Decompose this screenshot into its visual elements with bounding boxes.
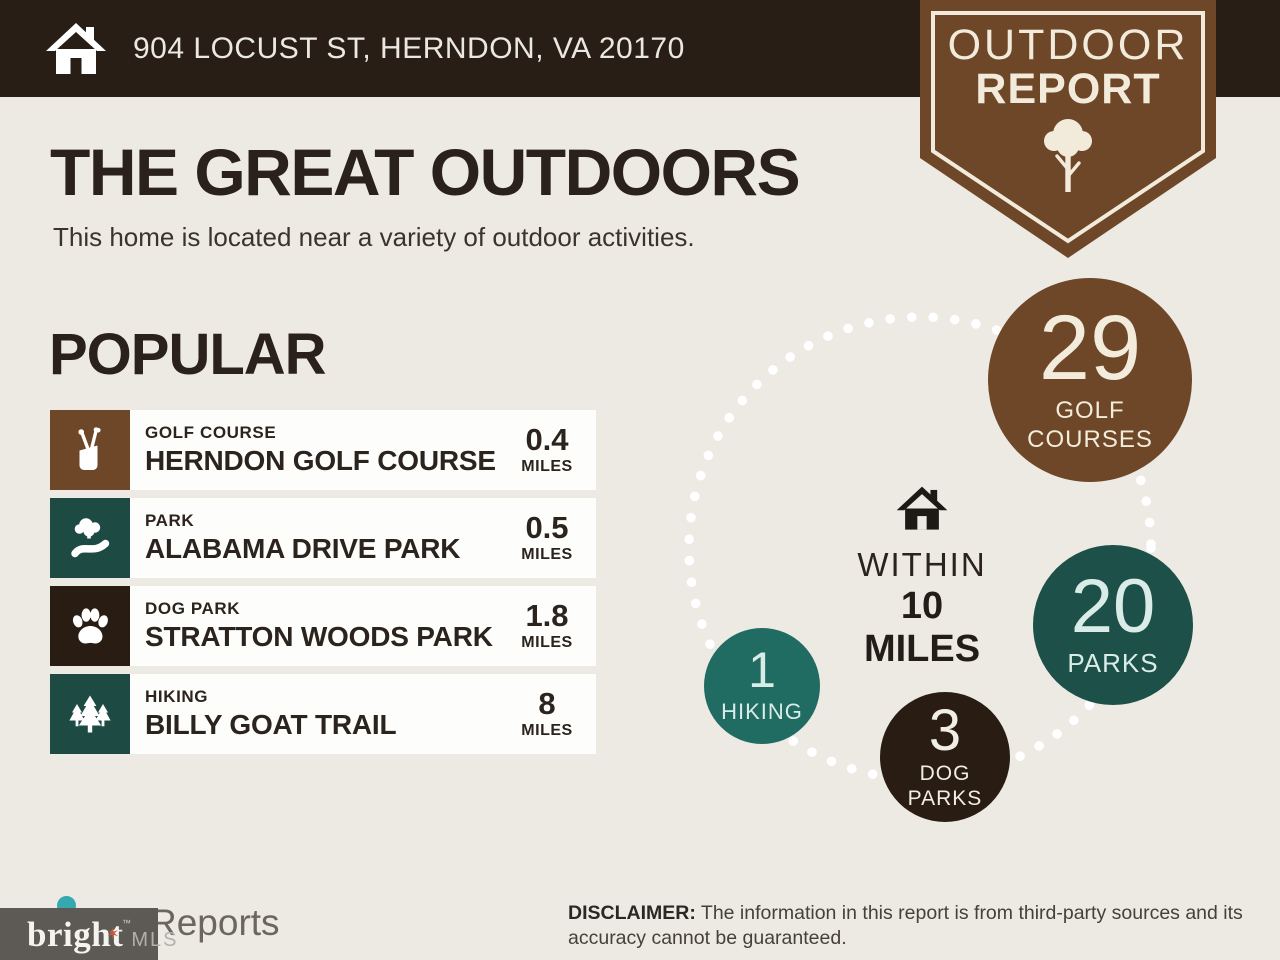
hiking-count: 1 (748, 641, 776, 698)
item-distance-unit: MILES (521, 634, 573, 651)
item-distance-unit: MILES (521, 458, 573, 475)
item-name: HERNDON GOLF COURSE (145, 445, 496, 476)
house-icon (896, 486, 948, 530)
disclaimer-text: DISCLAIMER: The information in this repo… (568, 902, 1243, 950)
item-distance: 8 (538, 686, 556, 721)
tree-icon (1044, 119, 1092, 192)
item-name: ALABAMA DRIVE PARK (145, 533, 461, 564)
reports-wordmark: Reports (150, 902, 280, 943)
badge-title-line1: OUTDOOR (947, 21, 1189, 69)
golf-courses-bubble: 29 GOLF COURSES (988, 278, 1192, 482)
item-distance: 1.8 (525, 598, 569, 633)
paw-icon (50, 586, 130, 666)
bright-mls-logo: bright ✶ ™ MLS (0, 908, 176, 960)
list-item-park: PARK ALABAMA DRIVE PARK 0.5 MILES (50, 498, 596, 578)
item-distance: 0.5 (525, 510, 569, 545)
item-category: PARK (145, 511, 195, 530)
dog-parks-bubble: 3 DOG PARKS (880, 692, 1010, 822)
badge-title-line2: REPORT (975, 65, 1161, 113)
dog-parks-label-line1: DOG (919, 761, 971, 785)
item-distance-unit: MILES (521, 722, 573, 739)
list-item-dog-park: DOG PARK STRATTON WOODS PARK 1.8 MILES (50, 586, 596, 666)
trademark-symbol: ™ (122, 918, 131, 928)
page-subtitle: This home is located near a variety of o… (53, 222, 695, 252)
hiking-bubble: 1 HIKING (704, 628, 820, 744)
parks-label: PARKS (1067, 648, 1159, 678)
bright-wordmark: bright (27, 914, 124, 954)
item-distance: 0.4 (525, 422, 569, 457)
item-category: GOLF COURSE (145, 423, 277, 442)
popular-section-title: POPULAR (49, 322, 327, 387)
radius-distance-label: 10 MILES (863, 585, 981, 670)
dog-parks-label-line2: PARKS (907, 787, 983, 811)
property-address: 904 LOCUST ST, HERNDON, VA 20170 (133, 31, 685, 65)
item-distance-unit: MILES (521, 546, 573, 563)
item-category: DOG PARK (145, 599, 241, 618)
hiking-label: HIKING (721, 699, 803, 725)
radius-center-label: WITHIN 10 MILES (842, 484, 1002, 671)
golf-courses-label-line2: COURSES (1027, 426, 1153, 454)
parks-count: 20 (1070, 563, 1156, 649)
item-category: HIKING (145, 687, 209, 706)
popular-list: GOLF COURSE HERNDON GOLF COURSE 0.4 MILE… (50, 410, 596, 754)
star-icon: ✶ (106, 926, 120, 943)
list-item-golf-course: GOLF COURSE HERNDON GOLF COURSE 0.4 MILE… (50, 410, 596, 490)
parks-bubble: 20 PARKS (1033, 545, 1193, 705)
pine-trees-icon (50, 674, 130, 754)
within-label: WITHIN (857, 546, 987, 583)
park-tree-icon (50, 498, 130, 578)
golf-courses-label-line1: GOLF (1055, 397, 1125, 425)
golf-courses-count: 29 (1038, 297, 1142, 399)
disclaimer-label: DISCLAIMER: (568, 902, 696, 924)
home-icon (46, 22, 106, 74)
item-name: STRATTON WOODS PARK (145, 621, 493, 652)
golf-bag-icon (50, 410, 130, 490)
outdoor-report-badge: OUTDOOR REPORT (920, 0, 1216, 258)
item-name: BILLY GOAT TRAIL (145, 709, 397, 740)
mls-wordmark: MLS (131, 928, 179, 951)
list-item-hiking: HIKING BILLY GOAT TRAIL 8 MILES (50, 674, 596, 754)
page-title: THE GREAT OUTDOORS (50, 135, 801, 209)
dog-parks-count: 3 (928, 697, 962, 763)
